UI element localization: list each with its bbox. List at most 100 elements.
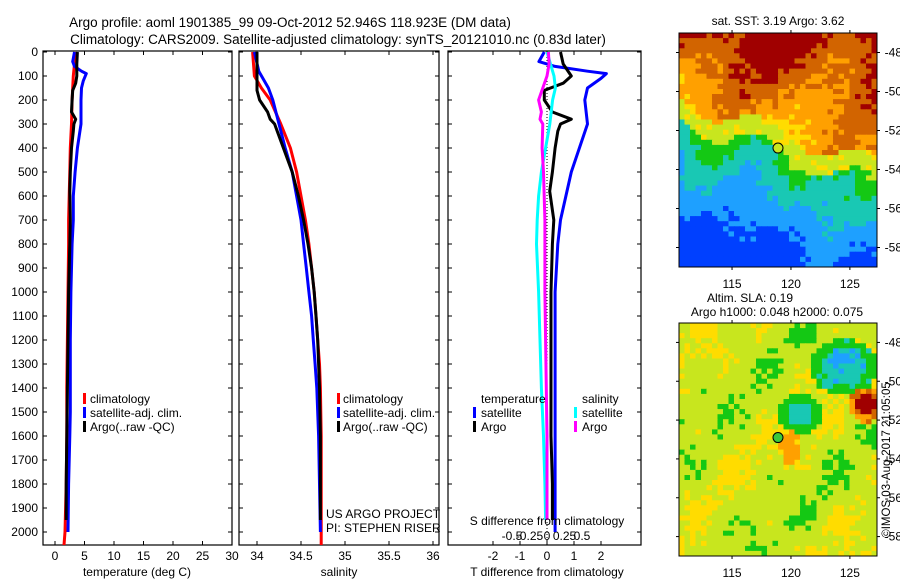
salinity-xlabel: salinity [321,565,358,579]
legend-title-temperature: temperature [481,392,546,406]
figure-title: Argo profile: aoml 1901385_99 09-Oct-201… [69,15,511,30]
y-tick-label: 1900 [11,501,38,515]
sst-map: 115 120 125 -48 -50 -52 -54 -56 -58 [676,30,900,291]
x-tick-label: 120 [781,566,801,580]
legend-swatch-satellite [337,407,340,418]
y-tick-label: 1200 [11,333,38,347]
plot-frame [238,50,440,546]
argo-float-marker [772,142,784,154]
y-tick-label: -58 [885,241,900,255]
legend-swatch-temperature-satellite [473,407,476,418]
y-tick-label: 100 [18,69,38,83]
y-tick-label: -50 [885,85,900,99]
x-tick-label: 125 [840,566,860,580]
legend-swatch-argo [83,421,86,432]
y-tick-label: -58 [885,530,900,544]
legend-title-salinity: salinity [582,392,619,406]
y-tick-label: 1800 [11,477,38,491]
map-field [679,323,877,556]
legend-label-argo: Argo(..raw -QC) [343,420,428,434]
y-tick-label: 900 [18,261,38,275]
legend-swatch-climatology [337,393,340,404]
plot-frame [447,50,642,546]
plot-frame [42,50,233,546]
x-tick-label: 15 [137,549,151,563]
x-tick-label: 20 [166,549,180,563]
y-tick-label: -48 [885,335,900,349]
series-line-argo-raw-qc [64,51,79,520]
map-frame [678,322,878,557]
secondary-x-tick-label: -0.25 [516,529,544,543]
x-tick-label: 35 [338,549,352,563]
x-tick-label: 25 [196,549,210,563]
sla-map-title: Altim. SLA: 0.19 [707,291,793,305]
y-tick-label: 1700 [11,453,38,467]
legend-label-argo: Argo(..raw -QC) [90,420,175,434]
x-tick-label: 115 [722,566,741,580]
y-tick-label: -56 [885,491,900,505]
figure-subtitle: Climatology: CARS2009. Satellite-adjuste… [70,32,606,47]
legend-swatch-temperature-argo [473,421,476,432]
x-tick-label: 34.5 [289,549,313,563]
y-tick-label: -50 [885,374,900,388]
x-tick-label: 125 [840,277,860,291]
legend-label-satellite: satellite-adj. clim. [343,406,435,420]
y-tick-label: 0 [31,45,38,59]
y-tick-label: -54 [885,452,900,466]
x-tick-label: 115 [722,277,741,291]
x-tick-label: 35.5 [377,549,401,563]
y-tick-label: -48 [885,46,900,60]
legend-label-climatology: climatology [343,392,403,406]
x-tick-label: 120 [781,277,801,291]
y-tick-label: 800 [18,237,38,251]
series-line-temperature-satellite [537,51,608,532]
series-line-satellite-adj-clim [66,51,88,533]
series-line-satellite-adj-clim [252,51,322,533]
x-tick-label: 34 [250,549,264,563]
secondary-x-tick-label: 0.5 [574,529,591,543]
x-tick-label: 10 [107,549,121,563]
x-tick-label: -2 [488,549,499,563]
legend-swatch-climatology [83,393,86,404]
legend-label-salinity-satellite: satellite [582,406,623,420]
series-line-salinity-argo [537,51,551,520]
y-tick-label: 1600 [11,429,38,443]
secondary-x-tick-label: 0 [544,529,551,543]
y-tick-label: -54 [885,163,900,177]
y-tick-label: -52 [885,124,900,138]
legend-label-temperature-argo: Argo [481,420,507,434]
series-line-argo-raw-qc [255,52,322,520]
x-tick-label: 2 [598,549,605,563]
sla-map-subtitle: Argo h1000: 0.048 h2000: 0.075 [691,305,863,319]
y-tick-label: 400 [18,141,38,155]
legend-swatch-salinity-argo [574,421,577,432]
y-tick-label: 1400 [11,381,38,395]
x-tick-label: 1 [571,549,578,563]
x-tick-label: 36 [426,549,440,563]
map-frame [678,32,878,268]
x-tick-label: 0 [52,549,59,563]
y-tick-label: -52 [885,413,900,427]
y-tick-label: 1500 [11,405,38,419]
x-tick-label: 0 [544,549,551,563]
legend-label-satellite: satellite-adj. clim. [90,406,182,420]
legend-swatch-salinity-satellite [574,407,577,418]
temperature-legend: climatology satellite-adj. clim. Argo(..… [83,392,182,434]
y-tick-label: 2000 [11,525,38,539]
y-tick-label: -56 [885,202,900,216]
y-tick-label: 300 [18,117,38,131]
map-field [679,33,877,267]
y-tick-label: 1300 [11,357,38,371]
argo-float-marker [772,432,784,444]
series-line-temperature-argo [542,51,573,520]
salinity-panel: 34 34.5 35 35.5 36 [238,50,440,563]
legend-label-salinity-argo: Argo [582,420,608,434]
legend-swatch-argo [337,421,340,432]
pi-annotation: PI: STEPHEN RISER [326,521,441,535]
credit-text: ©IMOS 03-Aug-2017 21:05:05 [881,382,893,538]
secondary-x-tick-label: 0.25 [553,529,577,543]
legend-swatch-satellite [83,407,86,418]
temperature-panel: 0100200300400500600700800900100011001200… [11,45,239,563]
secondary-x-tick-label: -0.5 [502,529,523,543]
sla-map: 115 120 125 -48 -50 -52 -54 -56 -58 [676,320,900,580]
